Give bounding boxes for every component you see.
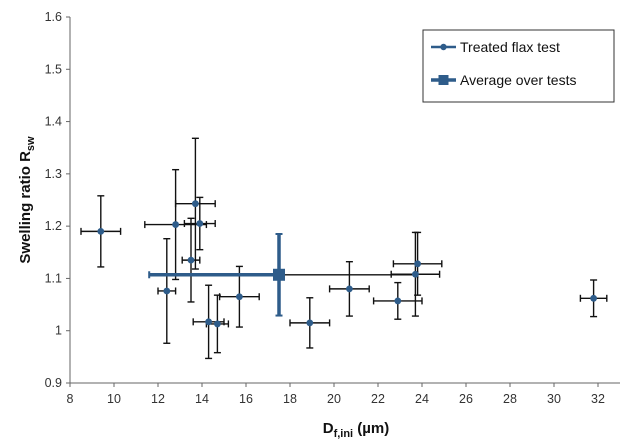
treated-flax-point — [414, 260, 421, 268]
y-tick-label: 1.1 — [45, 271, 62, 285]
x-tick-label: 24 — [415, 392, 429, 406]
x-tick-label: 10 — [107, 392, 121, 406]
treated-flax-point — [192, 200, 199, 208]
x-axis-title-unit: (µm) — [353, 420, 389, 437]
legend: Treated flax test Average over tests — [422, 29, 615, 103]
x-tick-label: 32 — [591, 392, 605, 406]
x-axis-title: Df,ini (µm) — [323, 420, 390, 440]
x-tick-label: 14 — [195, 392, 209, 406]
treated-flax-point — [590, 294, 597, 302]
x-tick-labels: 8 10 12 14 16 18 20 22 24 26 28 30 32 — [67, 392, 605, 406]
y-tick-label: 1.4 — [45, 115, 62, 129]
error-bars — [80, 137, 608, 360]
legend-box — [422, 29, 615, 103]
treated-flax-point — [97, 227, 105, 235]
y-axis-title: Swelling ratio Rsw — [17, 136, 37, 264]
average-point — [273, 268, 285, 281]
treated-flax-point — [205, 318, 213, 326]
y-tick-label: 1 — [55, 324, 62, 338]
x-tick-label: 30 — [547, 392, 561, 406]
x-tick-label: 26 — [459, 392, 473, 406]
x-tick-label: 12 — [151, 392, 165, 406]
x-axis-title-main: D — [323, 420, 334, 437]
treated-flax-point — [306, 319, 314, 327]
legend-swatch-average-marker — [438, 75, 449, 85]
y-tick-label: 1.2 — [45, 219, 62, 233]
x-tick-label: 20 — [327, 392, 341, 406]
y-tick-labels: 0.9 1 1.1 1.2 1.3 1.4 1.5 1.6 — [45, 10, 62, 390]
x-tick-label: 22 — [371, 392, 385, 406]
y-tick-label: 1.6 — [45, 10, 62, 24]
x-tick-label: 8 — [67, 392, 74, 406]
legend-swatch-treated-marker — [440, 43, 447, 51]
y-tick-label: 1.3 — [45, 167, 62, 181]
legend-label-treated: Treated flax test — [460, 39, 560, 55]
y-axis-title-main: Swelling ratio R — [17, 151, 34, 264]
y-tick-label: 1.5 — [45, 62, 62, 76]
treated-flax-point — [412, 270, 419, 278]
treated-flax-point — [214, 320, 221, 328]
data-markers — [97, 200, 597, 328]
treated-flax-point — [394, 297, 402, 305]
treated-flax-point — [236, 293, 243, 301]
treated-flax-point — [163, 287, 171, 295]
y-tick-label: 0.9 — [45, 376, 62, 390]
treated-flax-point — [196, 220, 204, 227]
treated-flax-point — [346, 285, 353, 293]
x-tick-label: 28 — [503, 392, 517, 406]
treated-flax-point — [172, 221, 180, 228]
axes — [66, 16, 620, 387]
legend-label-average: Average over tests — [460, 72, 576, 88]
x-tick-label: 18 — [283, 392, 297, 406]
x-tick-label: 16 — [239, 392, 253, 406]
average-series — [148, 232, 419, 317]
y-axis-title-sub: sw — [25, 136, 37, 151]
x-axis-title-sub: f,ini — [334, 428, 354, 440]
treated-flax-point — [187, 256, 195, 264]
